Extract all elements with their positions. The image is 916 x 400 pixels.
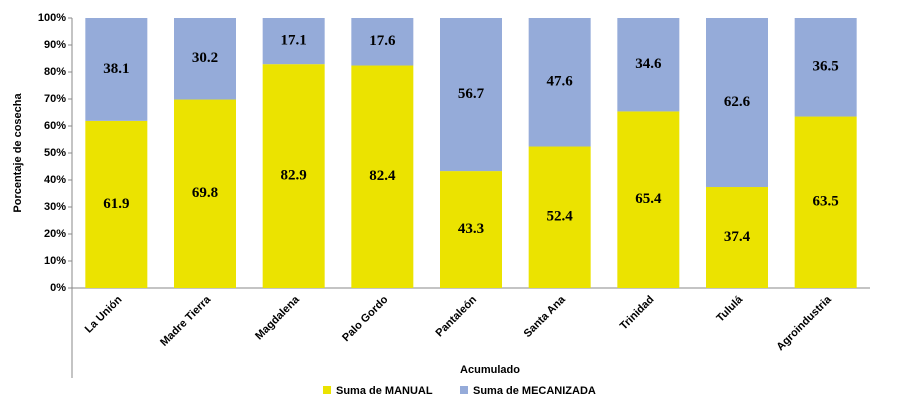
- bar-segment: [706, 187, 768, 288]
- y-tick-label: 40%: [44, 174, 66, 186]
- x-tick-label: Magdalena: [253, 293, 302, 342]
- data-label: 38.1: [103, 61, 129, 77]
- bar-segment: [440, 171, 502, 288]
- data-label: 43.3: [458, 221, 484, 237]
- data-label: 82.9: [281, 168, 307, 184]
- bar-segment: [85, 18, 148, 121]
- y-tick-label: 10%: [44, 255, 66, 267]
- data-label: 17.6: [369, 33, 396, 49]
- x-tick-label: Santa Ana: [522, 293, 569, 340]
- y-axis-title: Porcentaje de cosecha: [12, 93, 24, 213]
- bar-segment: [85, 120, 148, 289]
- bar-segment: [440, 18, 502, 172]
- x-tick-label: Palo Gordo: [340, 293, 391, 344]
- bar-segment: [794, 18, 857, 117]
- data-label: 17.1: [281, 33, 307, 49]
- y-tick-label: 60%: [44, 120, 66, 132]
- data-label: 47.6: [547, 74, 574, 90]
- data-label: 30.2: [192, 50, 218, 66]
- x-tick-label: Agroindustria: [774, 293, 834, 353]
- data-label: 69.8: [192, 185, 218, 201]
- y-tick-label: 80%: [44, 66, 66, 78]
- data-label: 65.4: [635, 191, 662, 207]
- data-label: 61.9: [103, 196, 129, 212]
- legend-label: Suma de MECANIZADA: [473, 385, 596, 397]
- y-tick-label: 30%: [44, 201, 66, 213]
- x-tick-label: Tululá: [714, 293, 745, 324]
- bar-segment: [528, 146, 591, 288]
- y-tick-label: 50%: [44, 147, 66, 159]
- data-label: 37.4: [724, 229, 751, 245]
- legend-label: Suma de MANUAL: [336, 385, 433, 397]
- bar-segment: [528, 18, 591, 147]
- data-label: 34.6: [635, 56, 662, 72]
- y-tick-label: 90%: [44, 39, 66, 51]
- bar-segment: [617, 111, 680, 288]
- x-axis-title: Acumulado: [460, 364, 520, 376]
- bar-segment: [351, 65, 414, 289]
- data-label: 52.4: [547, 209, 574, 225]
- x-tick-label: Madre Tierra: [158, 293, 214, 349]
- data-label: 36.5: [813, 59, 839, 75]
- x-tick-label: Pantaleón: [434, 294, 480, 340]
- bar-segment: [262, 18, 325, 65]
- bar-segment: [262, 64, 325, 288]
- y-tick-label: 70%: [44, 93, 66, 105]
- data-label: 63.5: [813, 194, 839, 210]
- y-tick-label: 0%: [50, 282, 66, 294]
- bar-segment: [706, 18, 768, 188]
- legend-swatch: [460, 386, 468, 394]
- bar-segment: [174, 99, 236, 288]
- y-tick-label: 100%: [38, 12, 66, 24]
- data-label: 82.4: [369, 168, 396, 184]
- bar-segment: [351, 18, 414, 66]
- bar-segment: [617, 18, 680, 112]
- data-label: 62.6: [724, 94, 751, 110]
- data-label: 56.7: [458, 86, 485, 102]
- x-tick-label: Trinidad: [618, 294, 657, 333]
- bar-segment: [174, 18, 236, 100]
- y-tick-label: 20%: [44, 228, 66, 240]
- x-tick-label: La Unión: [83, 294, 125, 336]
- bar-segment: [794, 116, 857, 288]
- legend-swatch: [323, 386, 331, 394]
